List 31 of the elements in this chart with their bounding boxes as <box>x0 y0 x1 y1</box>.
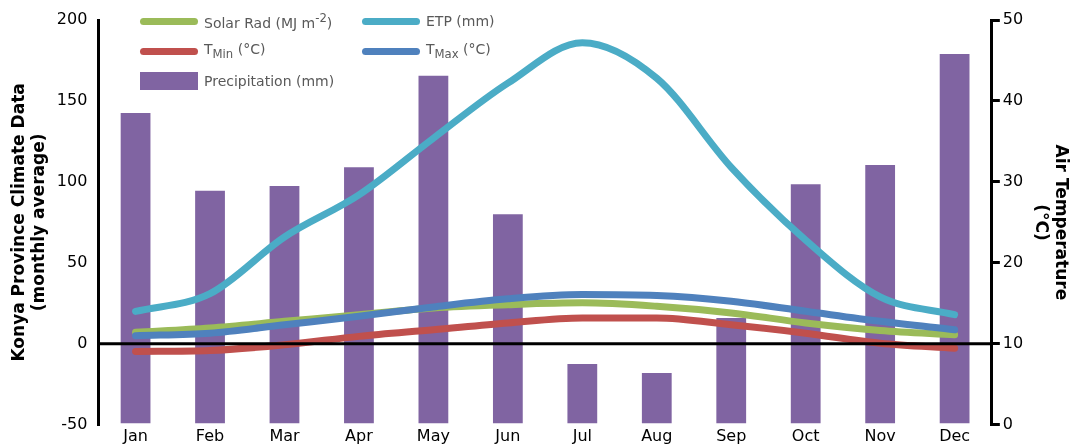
y2-tick-label: 0 <box>1002 413 1014 433</box>
legend-label: T$_{Min}$ (°C) <box>204 41 266 61</box>
x-tick-label: Dec <box>939 425 971 445</box>
legend-label: T$_{Max}$ (°C) <box>426 41 491 61</box>
x-tick-label: May <box>416 425 450 445</box>
y-tick-label: 0 <box>77 333 88 352</box>
y2-tick-label: 30 <box>1002 171 1024 191</box>
y-tick-label: 100 <box>56 171 88 191</box>
x-tick-label: Sep <box>716 425 747 445</box>
y-tick-label: 150 <box>56 90 88 110</box>
x-tick-label: Aug <box>641 425 673 445</box>
y-axis-title: Konya Province Climate Data (monthly average) <box>7 83 49 362</box>
x-tick-label: Jun <box>494 425 521 445</box>
y-tick-label: 200 <box>56 9 88 29</box>
x-tick-label: Jan <box>122 425 148 445</box>
y2-axis-title: Air Temperature (°C) <box>1031 144 1073 301</box>
y-tick-label: 50 <box>66 252 88 272</box>
y2-tick-label: 20 <box>1002 252 1024 272</box>
x-tick-label: Oct <box>791 425 820 445</box>
legend-label: ETP (mm) <box>426 13 495 29</box>
x-tick-label: Nov <box>864 425 896 445</box>
legend-label: Solar Rad (MJ m$^{-2}$) <box>204 11 333 31</box>
x-tick-label: Mar <box>269 425 300 445</box>
y2-tick-label: 40 <box>1002 90 1024 110</box>
x-tick-label: Jul <box>571 425 592 445</box>
y2-tick-label: 10 <box>1002 333 1024 352</box>
y2-tick-label: 50 <box>1002 9 1024 29</box>
y-tick-label: -50 <box>61 413 88 433</box>
legend-label: Precipitation (mm) <box>204 73 335 89</box>
x-tick-label: Feb <box>195 425 225 445</box>
x-tick-label: Apr <box>345 425 374 445</box>
